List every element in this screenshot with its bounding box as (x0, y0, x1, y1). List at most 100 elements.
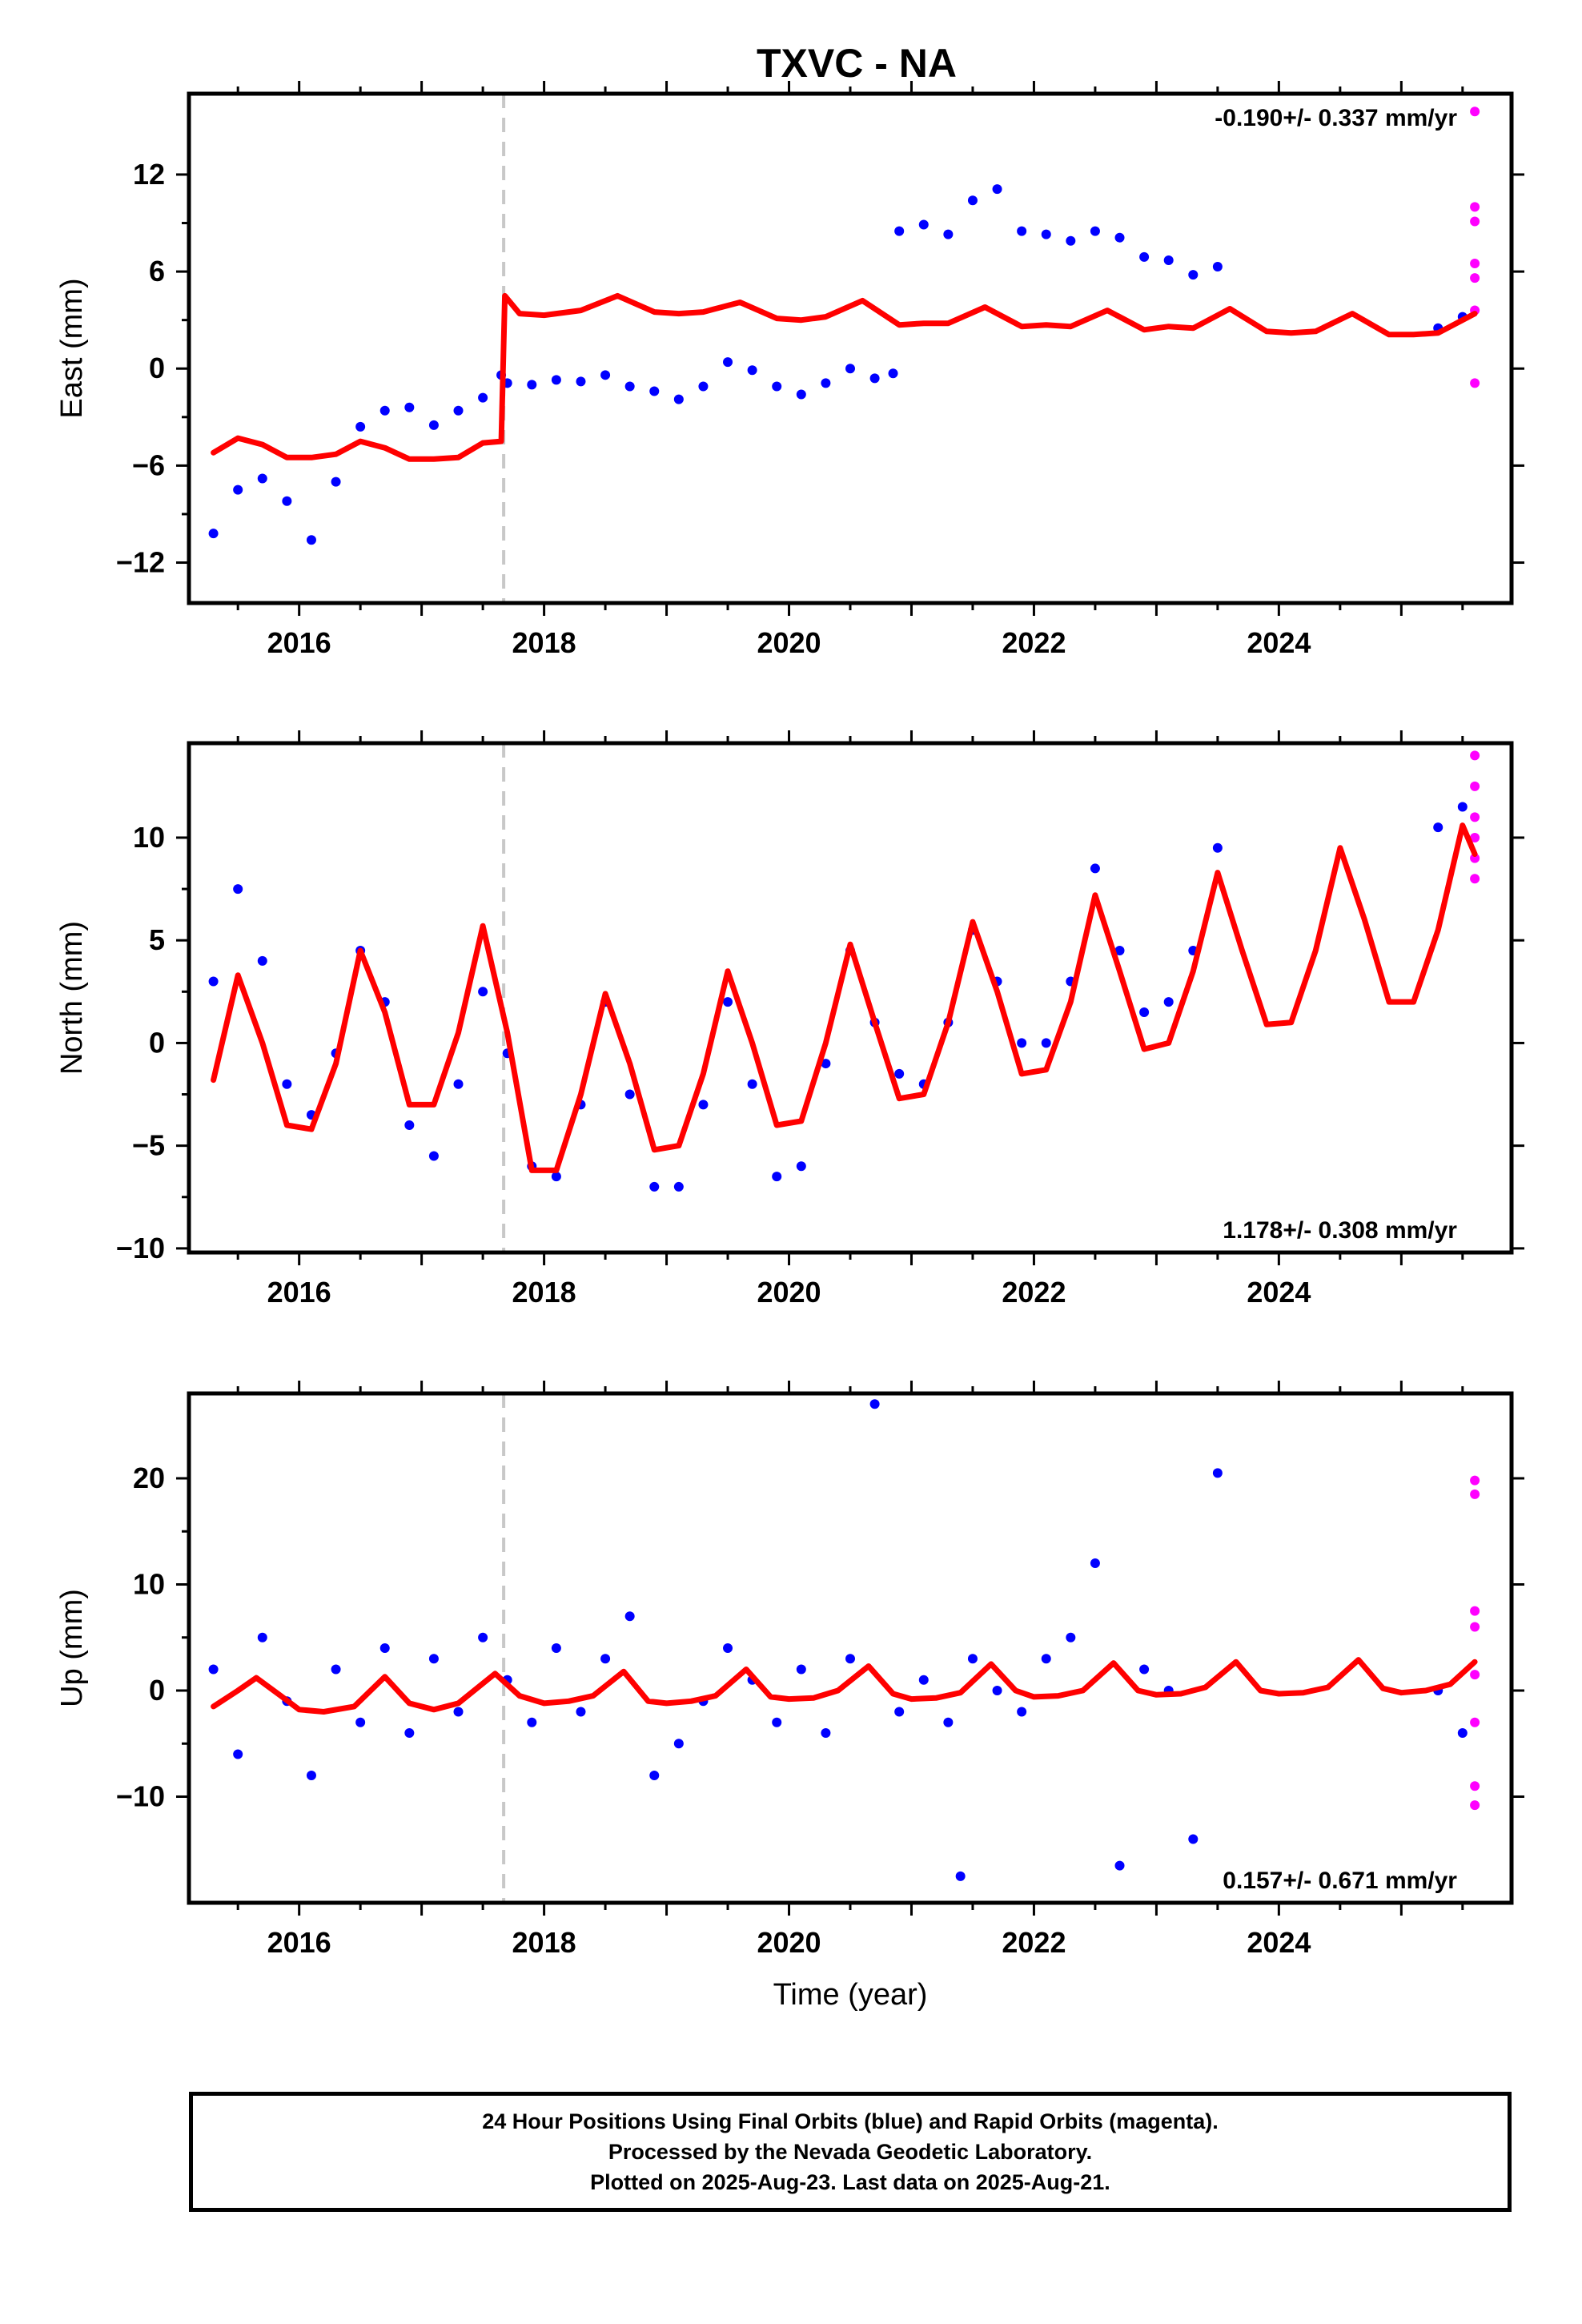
final-orbit-point (306, 535, 316, 545)
final-orbit-point (673, 1739, 684, 1749)
final-orbit-point (1139, 251, 1150, 262)
final-orbit-point (1212, 1468, 1223, 1478)
final-orbit-point (723, 1643, 733, 1653)
rapid-orbit-point (1470, 107, 1480, 117)
y-tick-label: −12 (116, 546, 165, 579)
final-orbit-point (355, 1717, 366, 1727)
velocity-rate-label: 1.178+/- 0.308 mm/yr (1223, 1217, 1457, 1244)
final-orbit-point (1188, 1834, 1199, 1844)
final-orbit-point (992, 184, 1002, 195)
footer-caption: 24 Hour Positions Using Final Orbits (bl… (189, 2092, 1512, 2212)
final-orbit-point (1163, 997, 1174, 1007)
y-tick-label: −6 (132, 448, 165, 481)
final-orbit-point (624, 1611, 635, 1622)
final-orbit-point (282, 1079, 292, 1089)
final-orbit-point (208, 976, 219, 987)
final-orbit-point (772, 1172, 782, 1182)
final-orbit-point (673, 1181, 684, 1192)
final-orbit-point (233, 1749, 243, 1759)
final-orbit-point (1114, 946, 1125, 956)
final-orbit-point (1457, 802, 1468, 812)
final-orbit-point (1041, 1038, 1051, 1048)
final-orbit-point (624, 1089, 635, 1100)
final-orbit-point (1457, 1728, 1468, 1738)
x-axis-label: Time (year) (773, 1978, 928, 2012)
final-orbit-point (943, 1717, 954, 1727)
rapid-orbit-point (1470, 812, 1480, 822)
chart-title: TXVC - NA (757, 41, 957, 86)
x-tick-label: 2024 (1247, 1276, 1311, 1309)
final-orbit-point (257, 955, 267, 966)
y-tick-label: 20 (133, 1462, 165, 1494)
final-orbit-point (845, 1654, 855, 1664)
final-orbit-point (404, 402, 415, 412)
final-orbit-point (796, 1161, 806, 1172)
x-tick-label: 2020 (757, 626, 821, 659)
final-orbit-point (233, 485, 243, 495)
x-tick-label: 2018 (512, 1926, 576, 1959)
final-orbit-point (796, 389, 806, 400)
final-orbit-point (845, 364, 855, 374)
x-tick-label: 2024 (1247, 1926, 1311, 1959)
velocity-rate-label: -0.190+/- 0.337 mm/yr (1215, 105, 1457, 131)
final-orbit-point (576, 1707, 586, 1717)
rapid-orbit-point (1470, 781, 1480, 791)
model-curve (211, 1657, 1478, 1715)
y-axis-label: Up (mm) (55, 1589, 89, 1707)
rapid-orbit-point (1470, 1622, 1480, 1632)
y-tick-label: 10 (133, 821, 165, 854)
model-curve (211, 822, 1478, 1173)
final-orbit-point (1114, 232, 1125, 243)
final-orbit-point (1163, 255, 1174, 265)
final-orbit-point (888, 368, 898, 379)
final-orbit-point (1041, 229, 1051, 239)
final-orbit-point (943, 229, 954, 239)
final-orbit-point (1090, 226, 1100, 236)
x-tick-label: 2020 (757, 1926, 821, 1959)
panel-3: 2016 2018 2020 2022 2024 −10 0 10 20 Up (mm) 0.157… (55, 1381, 1524, 1959)
rapid-orbit-point (1470, 202, 1480, 212)
final-orbit-point (723, 357, 733, 368)
final-orbit-point (1041, 1654, 1051, 1664)
final-orbit-point (723, 997, 733, 1007)
plot-frame (187, 91, 1514, 605)
final-orbit-point (331, 476, 341, 487)
footer-line-1: 24 Hour Positions Using Final Orbits (bl… (482, 2109, 1219, 2133)
final-orbit-point (918, 1675, 929, 1685)
y-tick-label: 0 (149, 1674, 165, 1707)
x-tick-label: 2022 (1002, 1926, 1066, 1959)
final-orbit-point (894, 1068, 905, 1079)
final-orbit-point (1066, 235, 1076, 246)
y-tick-label: 5 (149, 923, 165, 956)
final-orbit-point (355, 421, 366, 432)
final-orbit-point (453, 405, 464, 416)
final-orbit-point (772, 381, 782, 392)
final-orbit-point (649, 1771, 660, 1780)
final-orbit-point (1017, 226, 1027, 236)
final-orbit-point (208, 529, 219, 539)
panel-2: 2016 2018 2020 2022 2024 −10 −5 0 5 10 North (mm) 1… (55, 730, 1524, 1309)
final-orbit-point (551, 1643, 561, 1653)
final-orbit-point (551, 1172, 561, 1182)
rapid-orbit-point (1470, 273, 1480, 283)
final-orbit-point (233, 884, 243, 895)
footer-line-3: Plotted on 2025-Aug-23. Last data on 202… (590, 2170, 1110, 2194)
final-orbit-point (821, 378, 831, 388)
final-orbit-point (747, 1079, 757, 1089)
final-orbit-point (527, 380, 537, 390)
final-orbit-point (1139, 1007, 1150, 1017)
final-orbit-point (772, 1717, 782, 1727)
y-tick-label: 0 (149, 1026, 165, 1059)
final-orbit-point (404, 1728, 415, 1738)
final-orbit-point (453, 1707, 464, 1717)
rapid-orbit-point (1470, 1717, 1480, 1727)
final-orbit-point (379, 405, 390, 416)
final-orbit-point (894, 226, 905, 236)
final-orbit-point (894, 1707, 905, 1717)
y-tick-label: 0 (149, 352, 165, 384)
x-tick-label: 2016 (267, 626, 331, 659)
final-orbit-point (649, 386, 660, 396)
panel-1: 2016 2018 2020 2022 2024 −12 −6 0 6 12 East (mm) -0… (55, 81, 1524, 659)
rapid-orbit-point (1470, 832, 1480, 842)
